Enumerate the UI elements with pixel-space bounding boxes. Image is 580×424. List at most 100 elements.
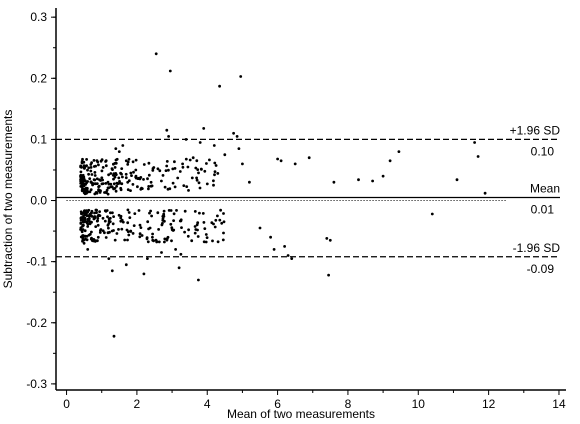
data-point: [221, 238, 225, 242]
data-point: [89, 188, 93, 192]
data-point: [163, 237, 167, 241]
data-point: [114, 173, 118, 177]
data-point: [123, 238, 127, 242]
data-point: [196, 235, 200, 238]
data-point: [232, 131, 236, 135]
data-point: [146, 257, 149, 260]
data-point: [83, 229, 87, 233]
data-point: [178, 170, 182, 173]
data-point: [119, 219, 123, 223]
data-point: [112, 334, 116, 338]
data-point: [79, 164, 83, 168]
data-point: [173, 167, 177, 170]
data-point: [235, 135, 239, 138]
data-point: [109, 211, 112, 215]
data-point: [98, 191, 102, 194]
data-point: [129, 229, 133, 233]
data-point: [327, 273, 330, 277]
data-point: [194, 166, 198, 170]
data-point: [198, 141, 202, 144]
data-point: [117, 228, 120, 231]
ref-line-label: -1.96 SD: [513, 241, 561, 255]
data-point: [96, 217, 100, 220]
data-point: [191, 156, 195, 160]
data-point: [88, 220, 92, 224]
data-point: [146, 240, 150, 244]
data-point: [164, 169, 168, 173]
data-point: [95, 177, 99, 181]
y-tick-label: -0.2: [26, 316, 47, 330]
data-point: [110, 167, 114, 171]
data-point: [79, 222, 83, 225]
data-point: [98, 231, 102, 234]
data-point: [150, 184, 154, 188]
data-point: [216, 214, 219, 218]
data-point: [139, 226, 143, 230]
data-point: [120, 227, 124, 231]
data-point: [147, 161, 151, 165]
data-point: [186, 234, 190, 238]
data-point: [173, 185, 177, 189]
data-point: [88, 177, 92, 181]
data-point: [196, 221, 200, 225]
data-point: [142, 272, 146, 276]
data-point: [117, 176, 121, 180]
data-point: [171, 181, 175, 185]
data-point: [430, 212, 434, 216]
data-point: [473, 141, 476, 144]
data-point: [172, 219, 176, 223]
x-tick-label: 0: [63, 397, 70, 411]
data-point: [179, 252, 183, 256]
data-point: [85, 164, 88, 168]
reference-lines: [56, 138, 560, 258]
data-point: [90, 230, 93, 234]
data-point: [107, 219, 111, 223]
data-point: [307, 156, 311, 160]
data-point: [483, 191, 487, 195]
axes: -0.3 -0.2 -0.1 0.0 0.1 0.2 0.3 0 2 4 6 8 10 12 14 Mean …: [1, 8, 566, 421]
data-point: [82, 179, 85, 183]
data-point: [97, 163, 100, 167]
data-point: [139, 187, 143, 191]
data-point: [132, 224, 136, 228]
data-point: [104, 209, 108, 213]
data-point: [93, 178, 97, 182]
data-point: [90, 236, 93, 240]
data-point: [134, 174, 138, 178]
x-tick-label: 2: [134, 397, 141, 411]
data-point: [158, 169, 162, 173]
data-point: [92, 165, 96, 168]
data-point: [87, 172, 90, 176]
data-point: [113, 175, 117, 179]
data-point: [241, 162, 244, 166]
ref-line-value: 0.01: [531, 202, 555, 216]
data-point: [95, 182, 99, 186]
data-point: [82, 224, 85, 227]
data-point: [112, 215, 115, 219]
data-point: [204, 240, 208, 244]
data-point: [95, 208, 98, 212]
data-point: [165, 237, 169, 241]
data-point: [109, 185, 113, 189]
data-point: [175, 209, 178, 212]
data-point: [82, 160, 86, 164]
data-point: [179, 219, 183, 223]
data-point: [100, 169, 104, 173]
data-point: [97, 185, 100, 189]
data-point: [455, 178, 459, 182]
data-point: [151, 232, 155, 236]
data-point: [86, 214, 90, 218]
data-point: [79, 210, 83, 214]
data-point: [222, 212, 225, 215]
data-point: [269, 235, 272, 239]
data-point: [149, 209, 153, 213]
data-point: [95, 219, 99, 223]
data-point: [168, 187, 172, 191]
data-point: [197, 181, 201, 185]
data-point: [171, 167, 175, 171]
data-point: [204, 233, 208, 236]
data-point: [112, 172, 116, 176]
data-point: [397, 150, 401, 154]
data-point: [126, 188, 130, 192]
data-point: [290, 257, 294, 260]
